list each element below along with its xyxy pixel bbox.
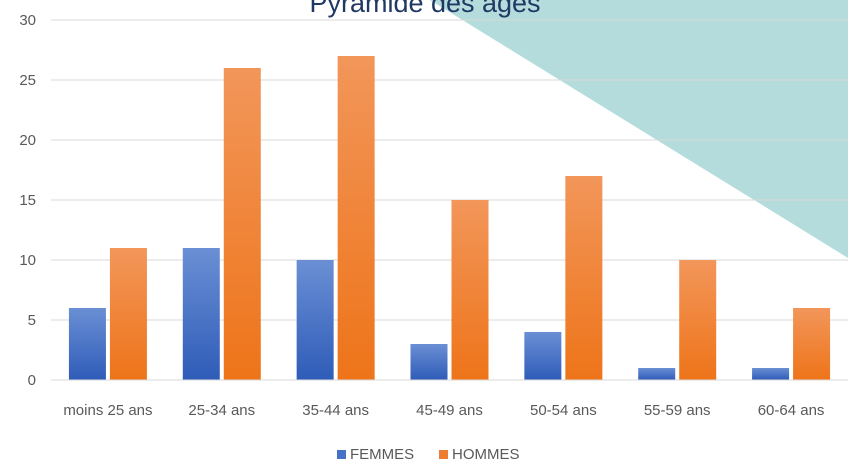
- bar-hommes: [679, 260, 717, 380]
- x-axis-categories: moins 25 ans 25-34 ans 35-44 ans 45-49 ans 5…: [63, 402, 824, 419]
- x-category-label: 50-54 ans: [530, 402, 597, 419]
- y-tick-label: 15: [19, 192, 36, 209]
- bar-femmes: [638, 368, 676, 380]
- bar-hommes: [451, 200, 489, 380]
- x-category-label: 25-34 ans: [188, 402, 255, 419]
- bar-hommes: [223, 68, 261, 380]
- bar-femmes: [752, 368, 790, 380]
- x-category-label: moins 25 ans: [63, 402, 152, 419]
- legend-label-femmes: FEMMES: [350, 446, 414, 463]
- legend-swatch-femmes: [337, 450, 346, 459]
- legend-label-hommes: HOMMES: [452, 446, 520, 463]
- legend-swatch-hommes: [439, 450, 448, 459]
- bar-hommes: [337, 56, 375, 380]
- y-tick-label: 20: [19, 132, 36, 149]
- bar-hommes: [793, 308, 831, 380]
- x-category-label: 45-49 ans: [416, 402, 483, 419]
- y-tick-label: 5: [28, 312, 36, 329]
- bar-femmes: [296, 260, 334, 380]
- bar-femmes: [410, 344, 448, 380]
- chart-title: Pyramide des âges: [309, 0, 540, 18]
- bar-femmes: [68, 308, 106, 380]
- bar-hommes: [565, 176, 603, 380]
- y-axis-ticks: 0 5 10 15 20 25 30: [19, 12, 36, 389]
- bar-hommes: [109, 248, 147, 380]
- y-tick-label: 25: [19, 72, 36, 89]
- x-category-label: 35-44 ans: [302, 402, 369, 419]
- bar-femmes: [182, 248, 220, 380]
- bar-femmes: [524, 332, 562, 380]
- legend: FEMMES HOMMES: [337, 446, 520, 463]
- x-category-label: 60-64 ans: [758, 402, 825, 419]
- x-category-label: 55-59 ans: [644, 402, 711, 419]
- background-shape: [430, 0, 848, 258]
- y-tick-label: 0: [28, 372, 36, 389]
- bars: [68, 56, 831, 380]
- y-tick-label: 10: [19, 252, 36, 269]
- y-tick-label: 30: [19, 12, 36, 29]
